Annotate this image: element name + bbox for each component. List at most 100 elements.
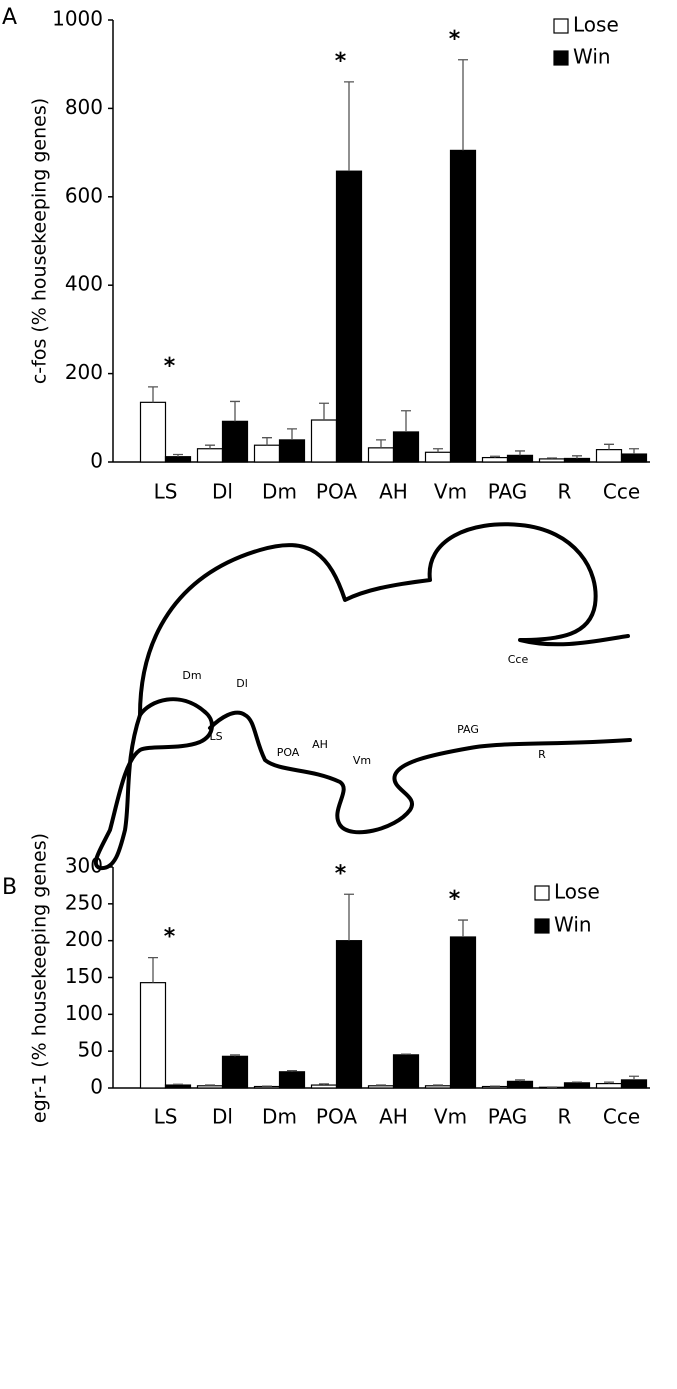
error-bar [376,439,386,448]
bar [196,448,224,463]
bar [310,419,338,463]
error-bar [629,448,639,455]
bar [367,1085,395,1089]
error-bar [604,1081,614,1084]
x-tick-label: Cce [603,480,640,504]
error-bar [344,893,354,941]
x-tick-label: Dl [212,1105,233,1129]
legend-swatch [553,18,569,34]
x-tick-label: PAG [488,480,528,504]
y-tick-label: 400 [65,272,103,296]
bar [595,1082,623,1089]
bar [563,457,591,463]
error-bar [148,956,158,983]
error-bar [515,1079,525,1082]
bar [164,1084,192,1089]
x-tick-label: Cce [603,1105,640,1129]
error-bar [173,1083,183,1086]
error-bar [515,450,525,456]
x-tick-label: Vm [434,1105,467,1129]
x-tick-label: R [558,480,572,504]
legend-label: Win [573,45,611,69]
error-bar [230,400,240,422]
error-bar [205,444,215,449]
bar [139,982,167,1089]
error-bar [376,1084,386,1086]
significance-marker: * [449,27,461,52]
bar [538,458,566,463]
y-tick-label: 150 [65,964,103,988]
brain-diagram [93,522,632,871]
bar [392,431,420,463]
legend-label: Lose [573,13,619,37]
bar [278,439,306,463]
y-tick-label: 800 [65,95,103,119]
x-tick-label: AH [379,1105,408,1129]
bar [392,1054,420,1089]
x-tick-label: POA [316,1105,357,1129]
bar [221,420,249,463]
bar [367,447,395,463]
bar [506,454,534,463]
bar [164,456,192,463]
error-bar [572,1081,582,1083]
bar [449,149,477,463]
y-tick-label: 200 [65,927,103,951]
bar [481,456,509,463]
bar [253,444,281,463]
x-tick-label: Vm [434,480,467,504]
x-tick-label: LS [154,1105,178,1129]
bar [278,1071,306,1089]
error-bar [344,81,354,172]
bar [335,940,363,1089]
x-tick-label: LS [154,480,178,504]
error-bar [287,1070,297,1072]
x-tick-label: Dl [212,480,233,504]
region-label: Dm [182,669,201,682]
error-bar [629,1075,639,1080]
legend-swatch [553,50,569,66]
significance-marker: * [335,49,347,74]
error-bar [547,457,557,459]
y-tick-label: 600 [65,183,103,207]
brain-bottom [208,710,632,835]
error-bar [205,1084,215,1086]
bar [335,170,363,463]
error-bar [458,59,468,151]
legend-label: Lose [554,880,600,904]
region-label: PAG [457,723,479,736]
region-label: Vm [353,754,371,767]
y-axis-label: c-fos (% housekeeping genes) [29,98,51,384]
bar [449,936,477,1089]
x-tick-label: POA [316,480,357,504]
bar [620,1079,648,1089]
error-bar [287,428,297,440]
panel-label: B [2,875,17,900]
x-tick-label: PAG [488,1105,528,1129]
y-tick-label: 0 [90,449,103,473]
region-label: LS [209,730,222,743]
error-bar [458,919,468,937]
legend-label: Win [554,913,592,937]
bar [506,1080,534,1089]
error-bar [319,402,329,421]
bar [424,451,452,463]
y-tick-label: 0 [90,1075,103,1099]
error-bar [604,443,614,450]
error-bar [401,410,411,432]
bar [221,1055,249,1089]
significance-marker: * [164,925,176,950]
bar [424,1085,452,1089]
y-tick-label: 1000 [52,7,103,31]
x-tick-label: AH [379,480,408,504]
y-tick-label: 50 [78,1038,103,1062]
significance-marker: * [335,861,347,886]
y-tick-label: 250 [65,890,103,914]
error-bar [319,1083,329,1086]
y-tick-label: 100 [65,1001,103,1025]
significance-marker: * [164,354,176,379]
error-bar [433,448,443,453]
bar [196,1085,224,1089]
